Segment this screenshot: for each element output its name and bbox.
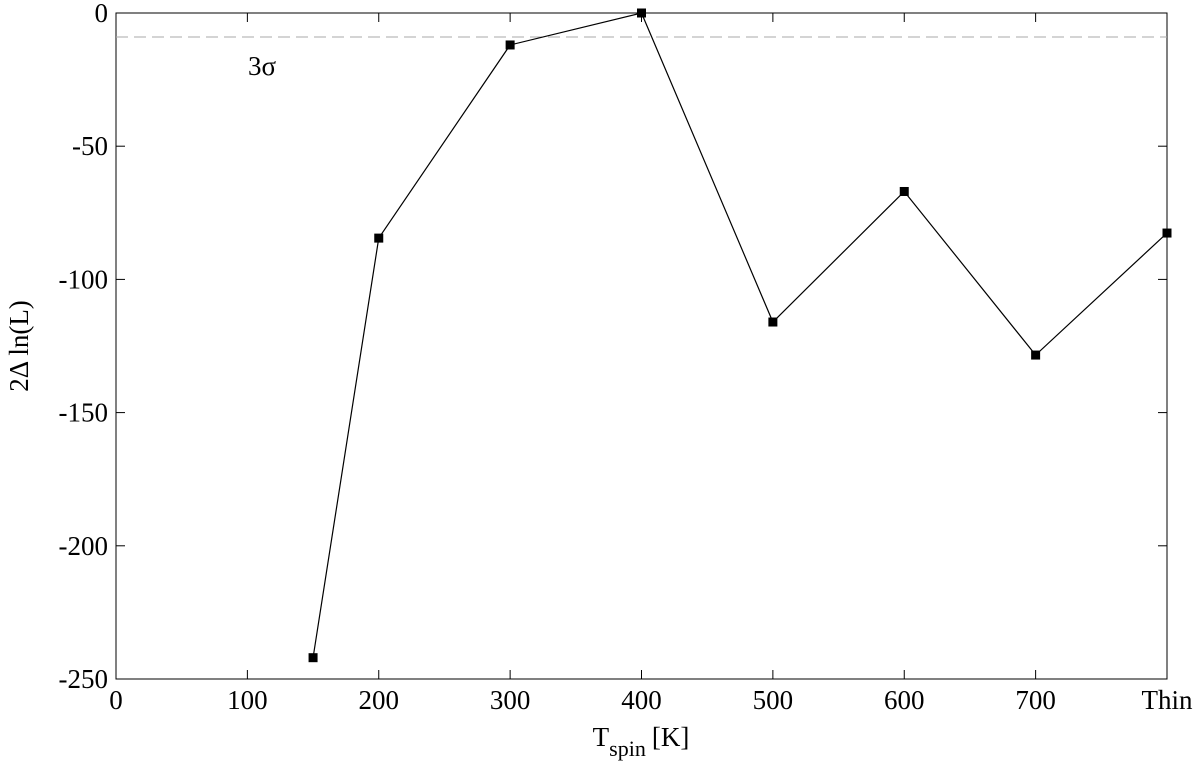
y-tick-label: 0 [95,0,109,28]
data-marker [308,653,318,663]
x-tick-label: 100 [227,685,268,715]
x-tick-label: 400 [621,685,662,715]
y-tick-label: -250 [59,664,109,694]
reference-label: 3σ [248,51,277,81]
data-marker [1162,228,1172,238]
x-tick-label: Thin [1142,685,1193,715]
x-tick-label: 500 [753,685,794,715]
y-tick-label: -200 [59,531,109,561]
x-axis-label-sub: spin [609,736,646,761]
x-tick-label: 200 [359,685,400,715]
x-tick-label: 600 [884,685,925,715]
x-tick-label: 700 [1015,685,1056,715]
data-marker [768,317,778,327]
x-axis-label-unit: [K] [652,722,689,752]
data-marker [505,40,515,50]
x-axis-label: Tspin [K] [593,722,690,761]
y-tick-label: -150 [59,398,109,428]
x-tick-label: 300 [490,685,531,715]
data-marker [1031,350,1041,360]
x-tick-label: 0 [109,685,123,715]
plot-frame [115,12,1168,680]
y-axis-label: 2Δ ln(L) [4,300,34,392]
data-line [312,12,1168,658]
data-marker [899,186,909,196]
data-marker [374,233,384,243]
y-tick-label: -100 [59,264,109,294]
x-axis-label-main: T [593,722,610,752]
y-tick-label: -50 [72,131,108,161]
data-marker [637,8,646,18]
